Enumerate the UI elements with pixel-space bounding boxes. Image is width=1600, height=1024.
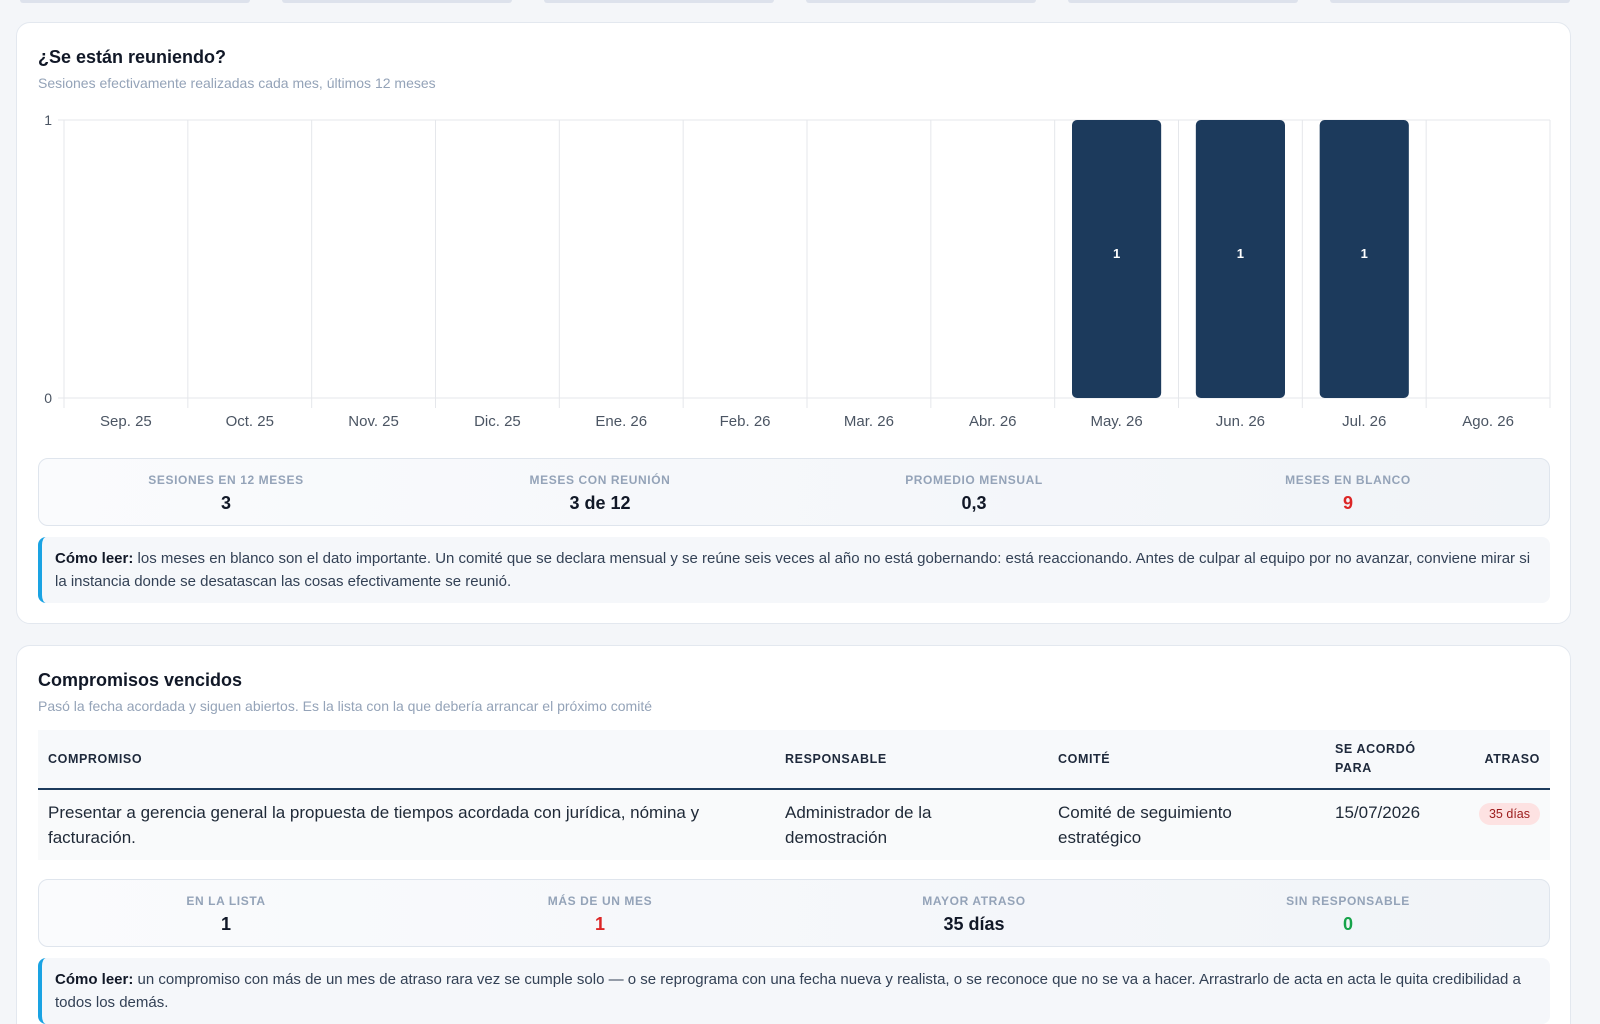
stat-monthly-average: PROMEDIO MENSUAL 0,3: [787, 473, 1161, 514]
bar: [1319, 120, 1409, 398]
stat-label: EN LA LISTA: [186, 894, 266, 908]
cell-commitment: Presentar a gerencia general la propuest…: [48, 803, 700, 847]
cell-agreed-for: 15/07/2026: [1335, 803, 1421, 822]
stat-in-list: EN LA LISTA 1: [39, 894, 413, 935]
cell-committee: Comité de seguimiento estratégico: [1058, 803, 1232, 847]
top-card-edge: [282, 0, 512, 3]
stat-largest-delay: MAYOR ATRASO 35 días: [787, 894, 1161, 935]
stat-label: SESIONES EN 12 MESES: [148, 473, 304, 487]
overdue-table: COMPROMISO RESPONSABLE COMITÉ SE ACORDÓ …: [38, 730, 1550, 860]
top-card-edge: [20, 0, 250, 3]
stat-label: MESES CON REUNIÓN: [529, 473, 671, 487]
y-tick-label: 1: [44, 112, 52, 128]
overdue-card: Compromisos vencidos Pasó la fecha acord…: [16, 645, 1571, 1024]
stat-value: 35 días: [943, 914, 1005, 934]
x-tick-label: May. 26: [1090, 413, 1142, 430]
x-tick-label: Oct. 25: [226, 413, 274, 430]
note-text: un compromiso con más de un mes de atras…: [55, 971, 1521, 1011]
meetings-stats: SESIONES EN 12 MESES 3 MESES CON REUNIÓN…: [38, 458, 1550, 526]
stat-label: MAYOR ATRASO: [922, 894, 1026, 908]
stat-no-owner: SIN RESPONSABLE 0: [1161, 894, 1535, 935]
cell-owner: Administrador de la demostración: [785, 803, 932, 847]
stat-value: 0: [1342, 914, 1353, 934]
stat-months-with-meeting: MESES CON REUNIÓN 3 de 12: [413, 473, 787, 514]
table-row[interactable]: Presentar a gerencia general la propuest…: [38, 790, 1550, 860]
card-subtitle: Sesiones efectivamente realizadas cada m…: [38, 75, 436, 91]
stat-value: 3 de 12: [569, 493, 631, 513]
stat-label: PROMEDIO MENSUAL: [905, 473, 1043, 487]
stat-value: 0,3: [961, 493, 987, 513]
meetings-card: ¿Se están reuniendo? Sesiones efectivame…: [16, 22, 1571, 624]
stat-value: 3: [220, 493, 231, 513]
x-tick-label: Feb. 26: [720, 413, 771, 430]
top-strip: [0, 0, 1600, 6]
y-tick-label: 0: [44, 390, 52, 406]
top-card-edge: [806, 0, 1036, 3]
x-tick-label: Ene. 26: [595, 413, 647, 430]
stat-value: 1: [594, 914, 605, 934]
meetings-bar-chart: 0 1 Sep. 25 Oct. 25 Nov. 25 Dic. 25 Ene. 26 Feb…: [44, 112, 1551, 430]
stat-label: MESES EN BLANCO: [1285, 473, 1411, 487]
x-tick-label: Sep. 25: [100, 413, 152, 430]
stat-over-a-month: MÁS DE UN MES 1: [413, 894, 787, 935]
bar: [1072, 120, 1162, 398]
stat-value: 1: [220, 914, 231, 934]
overdue-stats: EN LA LISTA 1 MÁS DE UN MES 1 MAYOR ATRA…: [38, 879, 1550, 947]
x-tick-label: Abr. 26: [969, 413, 1017, 430]
column-header-delay: ATRASO: [1484, 752, 1540, 766]
how-to-read-note: Cómo leer: los meses en blanco son el da…: [38, 537, 1550, 603]
note-lead: Cómo leer:: [55, 550, 134, 567]
card-title: Compromisos vencidos: [38, 670, 243, 690]
stat-label: SIN RESPONSABLE: [1286, 894, 1410, 908]
column-header-commitment: COMPROMISO: [48, 752, 143, 766]
top-card-edge: [1068, 0, 1298, 3]
stat-value: 9: [1342, 493, 1353, 513]
bar: [1195, 120, 1285, 398]
bar-data-label: 1: [1361, 246, 1368, 261]
top-card-edge: [544, 0, 774, 3]
x-tick-label: Jul. 26: [1342, 413, 1386, 430]
column-header-committee: COMITÉ: [1058, 752, 1111, 766]
table-header: COMPROMISO RESPONSABLE COMITÉ SE ACORDÓ …: [38, 730, 1550, 790]
x-tick-label: Jun. 26: [1216, 413, 1265, 430]
x-tick-label: Nov. 25: [348, 413, 399, 430]
stat-blank-months: MESES EN BLANCO 9: [1161, 473, 1535, 514]
delay-badge: 35 días: [1478, 803, 1540, 825]
top-card-edge: [1330, 0, 1570, 3]
card-title: ¿Se están reuniendo?: [38, 47, 227, 67]
stat-sessions: SESIONES EN 12 MESES 3: [39, 473, 413, 514]
card-subtitle: Pasó la fecha acordada y siguen abiertos…: [38, 698, 653, 714]
bar-data-label: 1: [1113, 246, 1120, 261]
column-header-agreed-for: SE ACORDÓ PARA: [1335, 742, 1416, 775]
bar-data-label: 1: [1237, 246, 1244, 261]
x-tick-label: Mar. 26: [844, 413, 894, 430]
x-tick-label: Ago. 26: [1462, 413, 1514, 430]
note-text: los meses en blanco son el dato importan…: [55, 550, 1531, 590]
note-lead: Cómo leer:: [55, 971, 134, 988]
x-tick-label: Dic. 25: [474, 413, 521, 430]
column-header-owner: RESPONSABLE: [785, 752, 887, 766]
how-to-read-note: Cómo leer: un compromiso con más de un m…: [38, 958, 1550, 1024]
stat-label: MÁS DE UN MES: [547, 894, 653, 908]
